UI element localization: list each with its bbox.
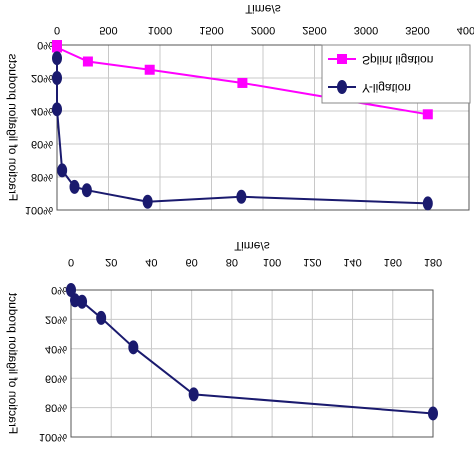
y-tick-label: 80% bbox=[31, 171, 53, 183]
data-point bbox=[144, 64, 155, 75]
data-point bbox=[237, 77, 248, 88]
data-point bbox=[142, 194, 153, 209]
x-tick-label: 2500 bbox=[302, 24, 326, 36]
y-tick-label: 40% bbox=[45, 343, 67, 355]
data-point bbox=[57, 163, 68, 178]
legend-marker bbox=[337, 54, 347, 64]
y-tick-label: 100% bbox=[39, 431, 67, 443]
x-axis-title: Time/s bbox=[245, 2, 281, 16]
x-tick-label: 120 bbox=[303, 256, 321, 268]
y-tick-label: 0% bbox=[37, 39, 53, 51]
x-tick-label: 60 bbox=[186, 256, 198, 268]
y-tick-label: 40% bbox=[31, 105, 53, 117]
y-tick-label: 100% bbox=[25, 204, 53, 216]
x-tick-label: 0 bbox=[54, 24, 60, 36]
data-point bbox=[82, 56, 93, 67]
data-point bbox=[66, 283, 76, 297]
x-tick-label: 1500 bbox=[199, 24, 223, 36]
plot-frame bbox=[70, 289, 434, 438]
x-tick-label: 20 bbox=[105, 256, 117, 268]
y-tick-label: 20% bbox=[45, 313, 67, 325]
x-tick-label: 500 bbox=[99, 24, 117, 36]
legend-marker bbox=[337, 80, 347, 94]
data-point bbox=[422, 196, 433, 211]
data-point bbox=[422, 109, 433, 120]
data-point bbox=[69, 179, 80, 194]
x-tick-label: 160 bbox=[384, 256, 402, 268]
plot-area bbox=[71, 290, 433, 437]
plot-frame bbox=[56, 44, 470, 211]
x-tick-label: 140 bbox=[343, 256, 361, 268]
y-tick-label: 80% bbox=[45, 402, 67, 414]
data-point bbox=[52, 102, 62, 117]
data-point bbox=[52, 42, 62, 53]
x-tick-label: 3500 bbox=[405, 24, 429, 36]
x-tick-label: 4000 bbox=[457, 24, 474, 36]
data-point bbox=[236, 189, 247, 204]
data-point bbox=[188, 387, 199, 402]
legend-label: Splint ligation bbox=[362, 53, 433, 67]
data-point bbox=[52, 51, 62, 66]
x-tick-label: 0 bbox=[68, 256, 74, 268]
y-axis-title: Fraction of ligation products bbox=[6, 54, 20, 201]
x-axis-title: Time/s bbox=[234, 239, 270, 253]
data-point bbox=[96, 310, 107, 325]
x-tick-label: 2000 bbox=[251, 24, 275, 36]
y-tick-label: 20% bbox=[31, 72, 53, 84]
data-point bbox=[128, 340, 139, 355]
x-tick-label: 40 bbox=[145, 256, 157, 268]
y-tick-label: 60% bbox=[45, 372, 67, 384]
data-point bbox=[77, 294, 88, 309]
legend-label: Y-ligation bbox=[362, 81, 411, 95]
y-tick-label: 0% bbox=[51, 284, 67, 296]
x-tick-label: 1000 bbox=[148, 24, 172, 36]
x-tick-label: 3000 bbox=[354, 24, 378, 36]
data-point bbox=[428, 406, 438, 421]
x-tick-label: 80 bbox=[226, 256, 238, 268]
x-tick-label: 180 bbox=[424, 256, 442, 268]
x-tick-label: 100 bbox=[263, 256, 281, 268]
y-tick-label: 60% bbox=[31, 138, 53, 150]
data-point bbox=[52, 71, 62, 85]
data-point bbox=[81, 183, 92, 198]
y-axis-title: Fraction of ligation product bbox=[6, 292, 20, 434]
